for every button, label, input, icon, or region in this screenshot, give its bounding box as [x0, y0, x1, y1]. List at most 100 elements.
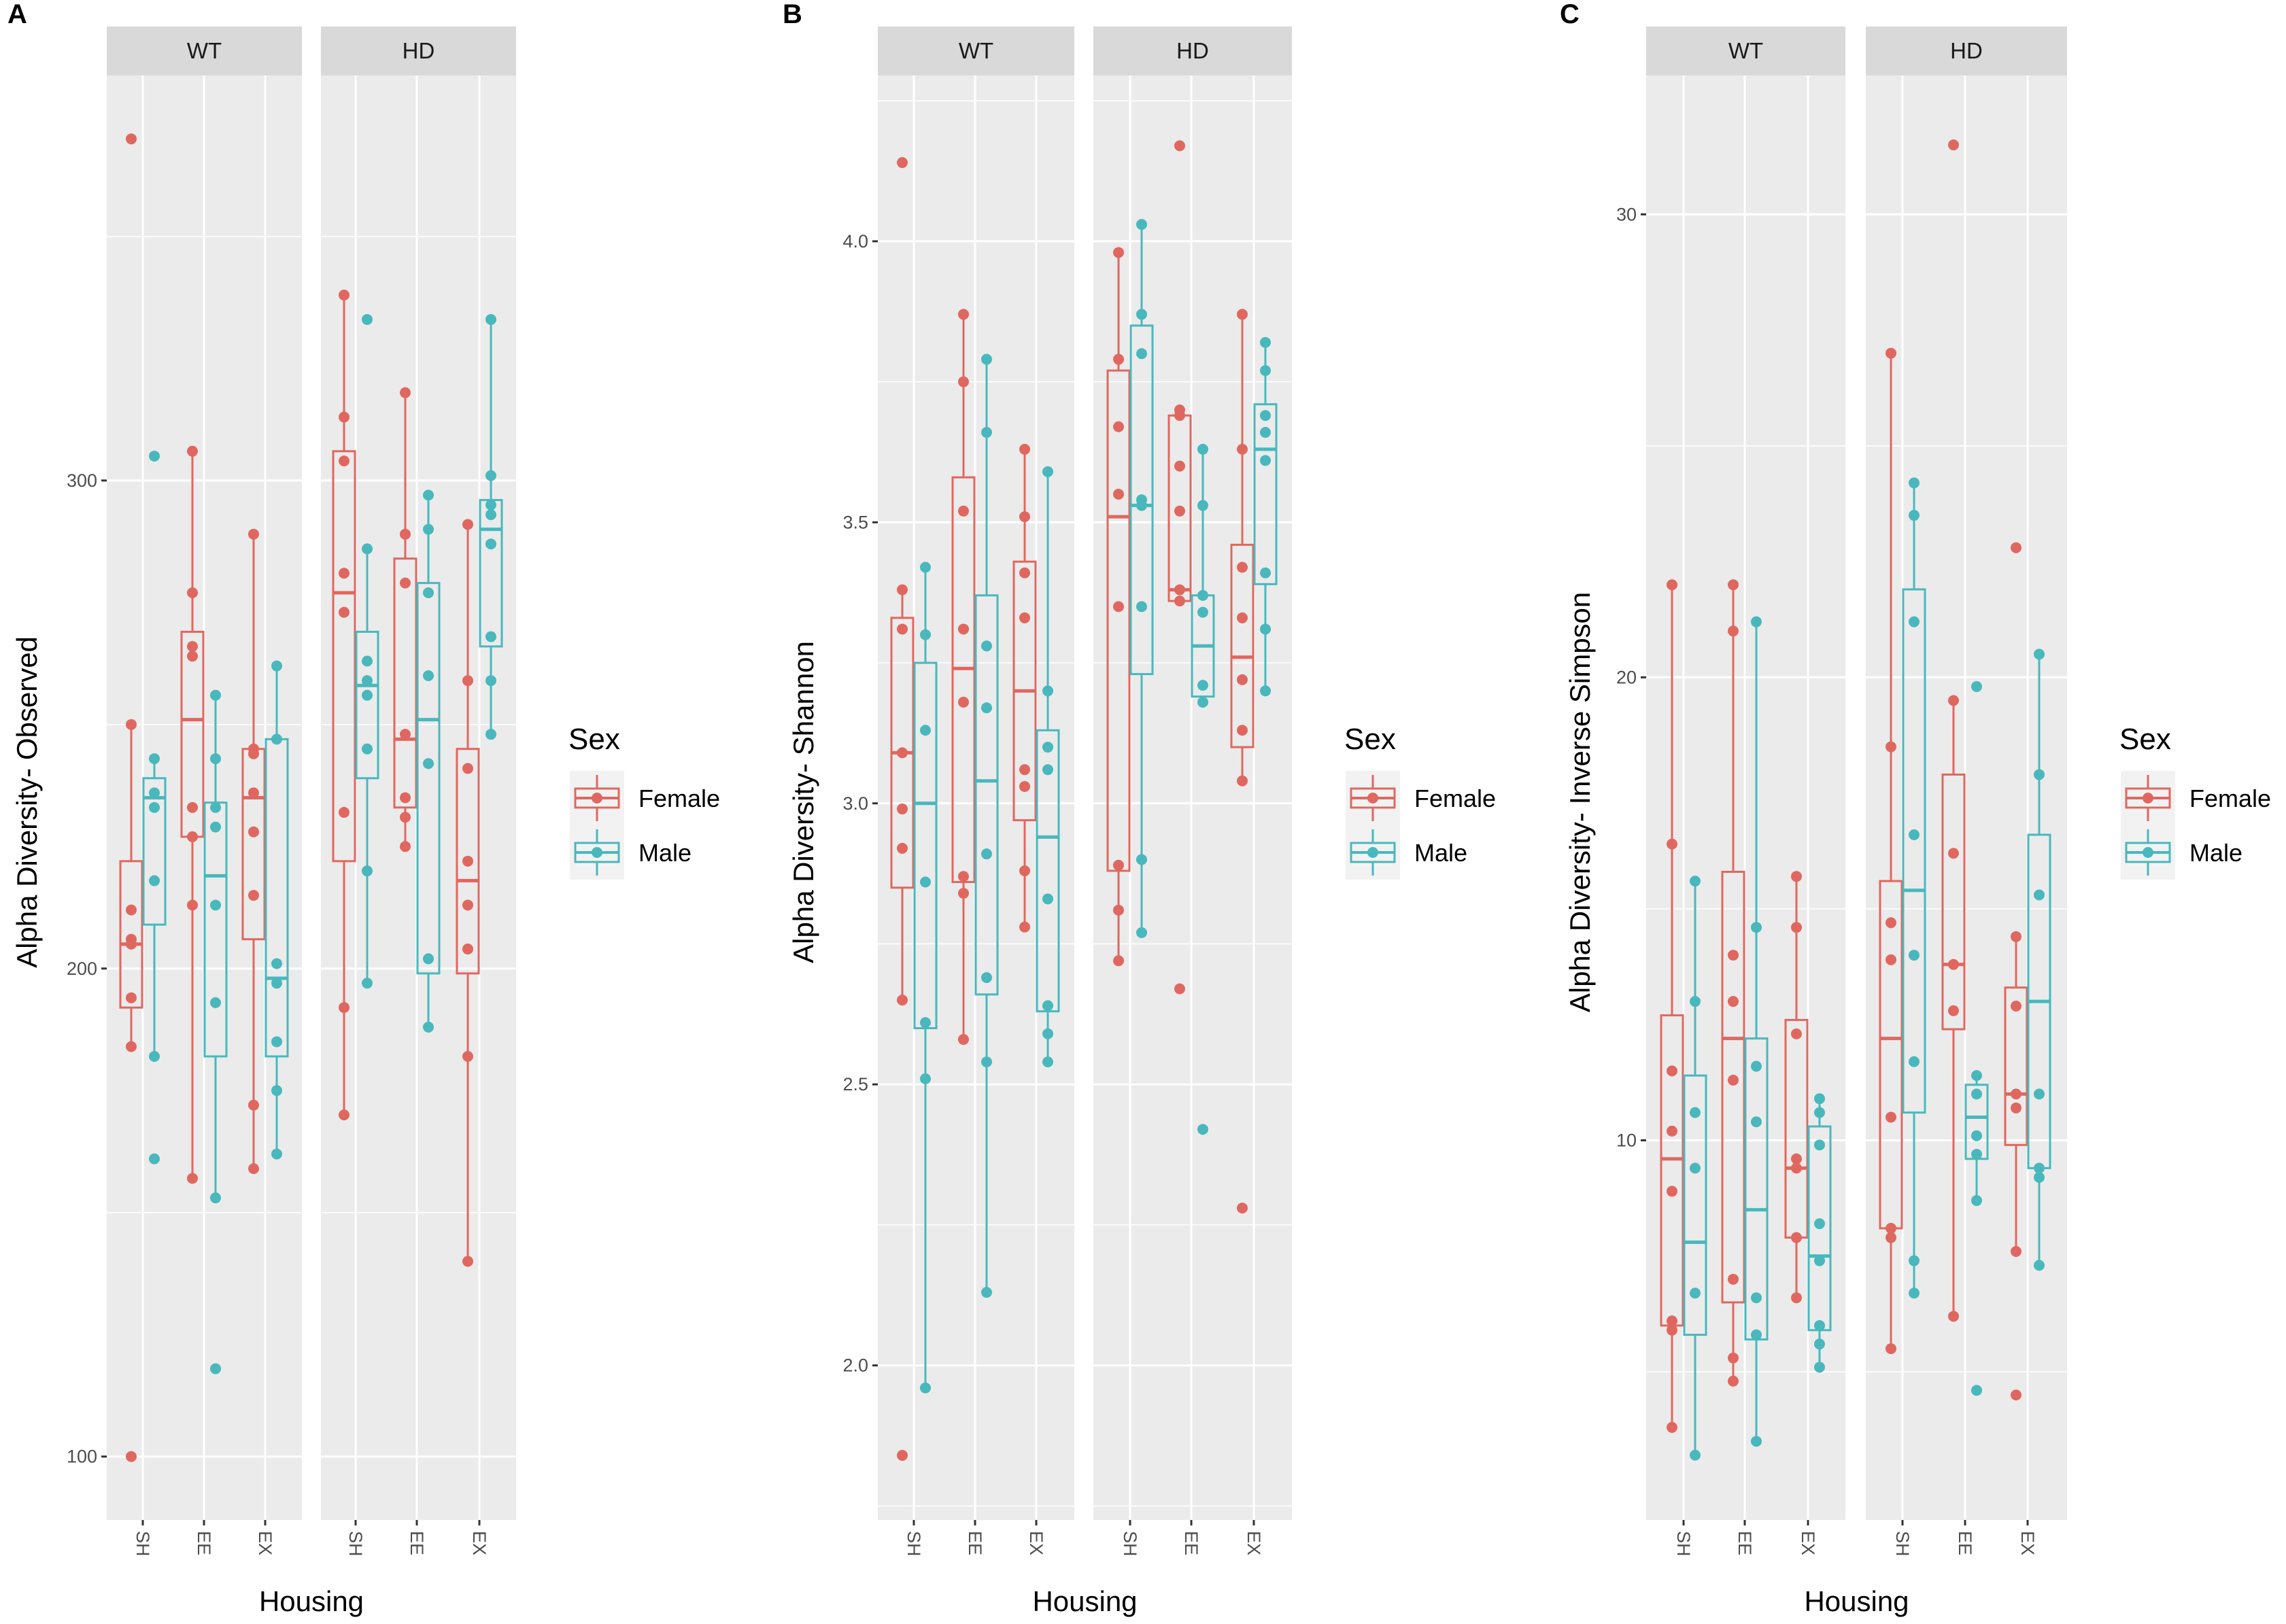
boxplot-hd-sh-female: [1879, 347, 1903, 1354]
data-point: [1814, 1255, 1825, 1266]
data-point: [1136, 601, 1147, 612]
data-point: [1042, 1056, 1053, 1068]
data-point: [1751, 1436, 1762, 1447]
box-iqr: [951, 476, 976, 884]
x-axis-title: Housing: [1804, 1585, 1909, 1617]
box-iqr: [355, 630, 379, 780]
legend-label-male: Male: [638, 839, 692, 867]
data-point: [958, 871, 969, 882]
legend-point: [2143, 847, 2153, 858]
data-point: [187, 831, 198, 842]
legend-label-female: Female: [2189, 784, 2271, 812]
data-point: [187, 1173, 198, 1184]
data-point: [1019, 865, 1030, 876]
data-point: [1237, 443, 1248, 455]
data-point: [187, 640, 198, 652]
data-point: [187, 587, 198, 598]
data-point: [423, 953, 434, 965]
data-point: [1237, 309, 1248, 320]
data-point: [1886, 1232, 1896, 1243]
x-tick-label: SH: [133, 1531, 153, 1557]
data-point: [2011, 1088, 2021, 1100]
x-tick-label: EX: [2017, 1531, 2038, 1555]
data-point: [271, 958, 282, 969]
data-point: [1948, 958, 1959, 970]
data-point: [1909, 616, 1920, 627]
y-axis-title: Alpha Diversity- Inverse Simpson: [1564, 592, 1596, 1013]
data-point: [981, 702, 992, 714]
data-point: [1791, 922, 1802, 933]
boxplot-hd-ee-female: [1167, 140, 1192, 995]
x-tick-label: EE: [965, 1531, 985, 1555]
x-tick-label: EX: [469, 1531, 490, 1555]
data-point: [423, 489, 434, 501]
data-point: [1174, 410, 1185, 421]
data-point: [1690, 996, 1701, 1007]
box-iqr: [1129, 324, 1154, 676]
x-tick-label: SH: [1120, 1531, 1140, 1557]
panel-a: A WT SH EE EX HD SH EE EX 100 200 300 Alpha Diversit…: [7, 0, 720, 1617]
data-point: [1237, 775, 1248, 787]
data-point: [210, 801, 221, 813]
data-point: [271, 660, 282, 672]
data-point: [1042, 1028, 1053, 1039]
x-tick-label: EX: [1026, 1531, 1046, 1555]
data-point: [248, 890, 259, 901]
data-point: [362, 543, 373, 555]
boxplot-hd-ex-female: [2004, 542, 2028, 1401]
legend-point: [592, 793, 602, 804]
box-iqr: [2004, 986, 2028, 1146]
data-point: [1690, 1449, 1701, 1461]
data-point: [1948, 848, 1959, 859]
x-tick-label: SH: [345, 1531, 366, 1557]
y-tick-label: 2.5: [842, 1074, 868, 1094]
data-point: [1197, 443, 1208, 455]
boxplot-hd-ee-female: [1941, 139, 1966, 1322]
data-point: [897, 1449, 908, 1461]
y-tick-label: 300: [67, 470, 97, 491]
y-axis-title: Alpha Diversity- Shannon: [787, 641, 819, 963]
data-point: [1667, 838, 1677, 850]
box-iqr: [332, 450, 356, 863]
data-point: [1791, 1232, 1802, 1243]
legend: Sex Female Male: [2119, 723, 2271, 880]
panel-c: C WT SH EE EX HD SH EE EX 10 20 30 Alpha Diversity- …: [1560, 0, 2271, 1617]
data-point: [423, 670, 434, 682]
data-point: [981, 1287, 992, 1298]
legend-title: Sex: [2119, 723, 2171, 756]
data-point: [1667, 1065, 1677, 1077]
data-point: [1886, 1111, 1896, 1123]
data-point: [210, 997, 221, 1009]
box-iqr: [974, 594, 999, 996]
facet-strip: [1093, 27, 1292, 75]
boxplot-wt-ee-female: [180, 445, 205, 1184]
data-point: [1728, 1273, 1739, 1285]
legend-key-female: [2121, 771, 2175, 825]
data-point: [271, 1148, 282, 1160]
boxplot-wt-sh-female: [119, 133, 143, 1462]
data-point: [1886, 741, 1896, 753]
boxplot-wt-ee-female: [951, 309, 976, 1046]
facet-strip: [878, 27, 1074, 75]
data-point: [1237, 612, 1248, 623]
boxplot-wt-sh-male: [1683, 876, 1707, 1461]
data-point: [1751, 1329, 1762, 1341]
data-point: [1948, 1311, 1959, 1322]
data-point: [1260, 410, 1271, 421]
y-tick-label: 3.0: [842, 793, 868, 814]
data-point: [485, 538, 496, 550]
y-tick-label: 2.0: [842, 1355, 868, 1376]
data-point: [339, 568, 349, 579]
data-point: [1667, 1324, 1677, 1336]
facet-strip-label: WT: [1728, 38, 1763, 63]
panel-letter: C: [1560, 0, 1580, 29]
data-point: [462, 675, 473, 687]
data-point: [1197, 680, 1208, 691]
data-point: [1042, 764, 1053, 776]
data-point: [339, 606, 349, 618]
data-point: [339, 1109, 349, 1121]
panel-letter: A: [7, 0, 27, 29]
data-point: [1237, 674, 1248, 685]
facet-strip-label: HD: [1176, 38, 1209, 63]
data-point: [485, 631, 496, 642]
